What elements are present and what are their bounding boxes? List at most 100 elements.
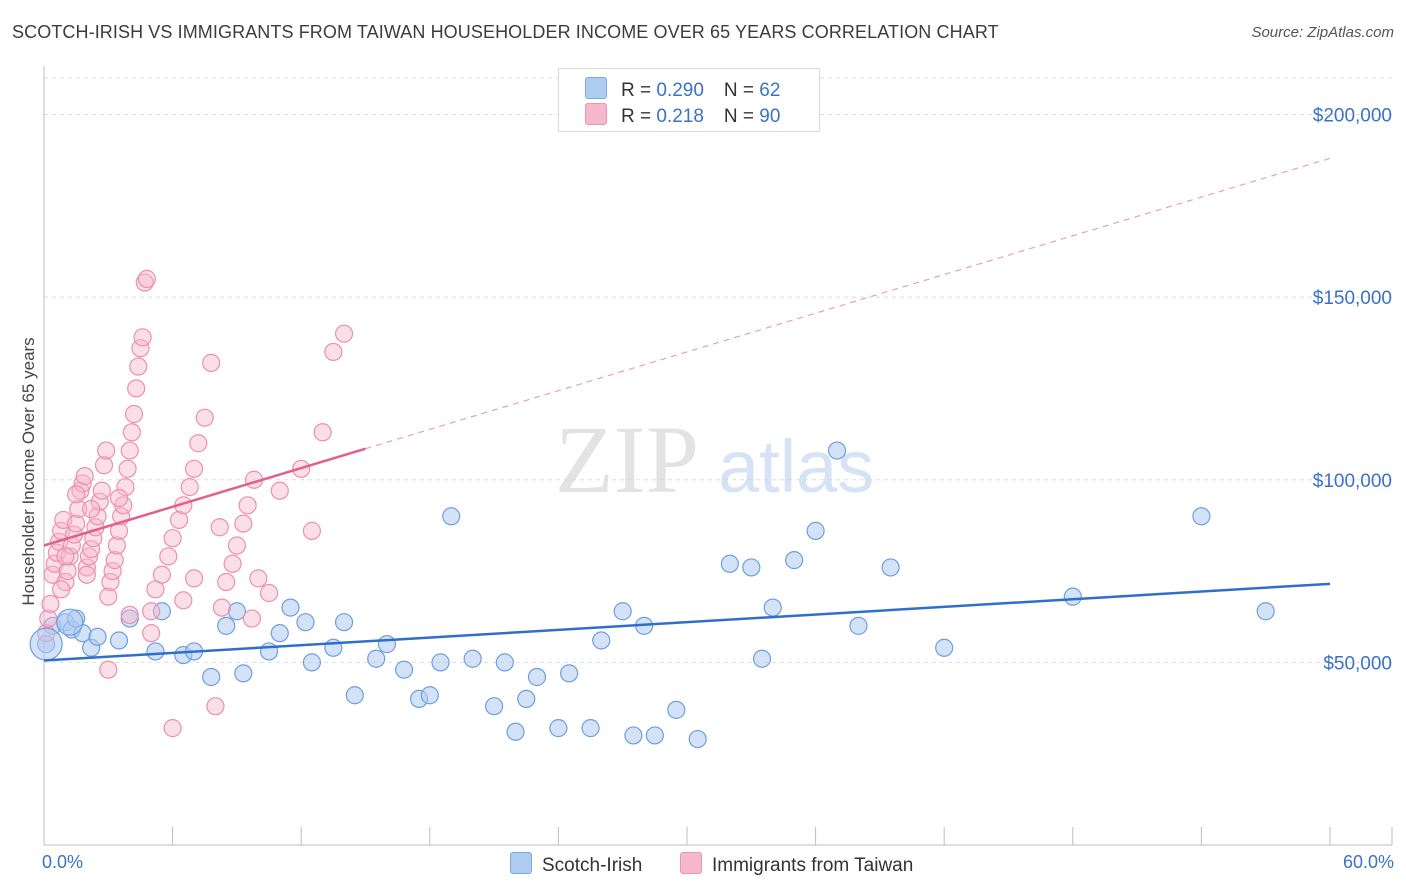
scotch-irish-point — [109, 631, 129, 650]
taiwan-point — [99, 660, 118, 679]
x-tick-label-left: 0.0% — [42, 852, 84, 872]
scotch-irish-point — [613, 602, 632, 621]
y-tick-label: $150,000 — [1313, 288, 1392, 309]
legend-n-label: N = — [723, 106, 760, 127]
legend-row-scotch-irish: R = 0.290 N = 62 — [585, 77, 780, 102]
scotch-irish-point — [227, 602, 246, 621]
scotch-irish-point — [463, 649, 482, 668]
legend-r-label: R = — [621, 106, 657, 127]
watermark-atlas: atlas — [718, 425, 874, 508]
scotch-irish-point — [495, 653, 514, 672]
scotch-irish-point — [202, 667, 221, 687]
taiwan-point — [184, 569, 204, 588]
taiwan-point — [238, 496, 257, 515]
source-label: Source: ZipAtlas.com — [1251, 24, 1394, 41]
legend-r-value: 0.218 — [656, 106, 704, 127]
taiwan-point — [313, 423, 332, 442]
scotch-irish-point — [394, 660, 414, 679]
taiwan-point — [234, 514, 253, 533]
legend-swatch-pink — [585, 103, 607, 125]
taiwan-point — [107, 536, 126, 555]
taiwan-point — [133, 328, 152, 347]
legend-row-taiwan: R = 0.218 N = 90 — [585, 103, 780, 128]
scotch-irish-point — [259, 642, 279, 661]
y-axis-title: Householder Income Over 65 years — [19, 337, 38, 605]
scotch-irish-point — [281, 598, 300, 617]
taiwan-point — [118, 459, 137, 478]
scotch-irish-point — [742, 558, 761, 577]
legend-item-taiwan[interactable]: Immigrants from Taiwan — [680, 852, 913, 877]
y-tick-label: $50,000 — [1323, 653, 1392, 674]
taiwan-point — [202, 353, 221, 372]
scotch-irish-point — [881, 558, 900, 577]
taiwan-point — [60, 547, 79, 566]
taiwan-point — [163, 529, 182, 548]
taiwan-point — [131, 339, 150, 358]
taiwan-point — [195, 408, 214, 427]
scotch-irish-point — [527, 667, 547, 687]
legend-r-value: 0.290 — [656, 80, 704, 101]
taiwan-point — [129, 357, 148, 376]
taiwan-point — [105, 551, 124, 570]
scotch-irish-trendline — [43, 582, 1331, 662]
taiwan-point — [334, 324, 354, 343]
taiwan-point — [94, 456, 114, 475]
chart-title: SCOTCH-IRISH VS IMMIGRANTS FROM TAIWAN H… — [12, 22, 999, 42]
scotch-irish-point — [1256, 602, 1275, 621]
scotch-irish-point — [234, 664, 253, 683]
legend-n-value: 62 — [759, 80, 781, 101]
taiwan-point — [120, 441, 139, 460]
taiwan-point — [67, 514, 86, 533]
scotch-irish-point — [146, 642, 165, 661]
watermark-zip: ZIP — [555, 406, 699, 513]
taiwan-point — [137, 269, 156, 288]
taiwan-point — [58, 561, 77, 581]
legend-n-label: N = — [723, 80, 760, 101]
taiwan-point — [180, 477, 199, 497]
taiwan-point — [124, 404, 144, 424]
scotch-irish-point — [442, 507, 461, 526]
taiwan-point — [174, 591, 193, 610]
taiwan-trendline — [43, 447, 366, 547]
taiwan-point — [242, 609, 262, 628]
scotch-irish-point — [1192, 507, 1211, 526]
taiwan-point — [88, 507, 107, 526]
scotch-irish-point — [560, 664, 579, 683]
legend-item-scotch-irish[interactable]: Scotch-Irish — [510, 852, 642, 877]
taiwan-point — [101, 572, 120, 592]
taiwan-trendline-extension — [365, 157, 1331, 450]
taiwan-point — [270, 481, 289, 500]
taiwan-point — [77, 565, 96, 584]
taiwan-point — [75, 467, 94, 486]
scotch-irish-point — [720, 554, 739, 573]
taiwan-point — [67, 485, 86, 504]
scotch-irish-point — [645, 726, 664, 745]
taiwan-point — [212, 598, 231, 617]
taiwan-point — [302, 521, 322, 540]
y-tick-label: $100,000 — [1313, 471, 1392, 492]
taiwan-point — [92, 481, 111, 500]
legend-label: Scotch-Irish — [542, 855, 643, 876]
scotch-irish-point — [624, 726, 643, 745]
scotch-irish-point — [296, 613, 315, 632]
legend-r-label: R = — [621, 80, 657, 101]
taiwan-point — [97, 441, 116, 460]
taiwan-point — [56, 547, 75, 566]
taiwan-point — [217, 572, 236, 592]
scotch-irish-point — [506, 722, 525, 741]
taiwan-point — [82, 499, 101, 519]
y-tick-label: $200,000 — [1313, 106, 1392, 127]
scotch-irish-point — [581, 719, 600, 738]
scotch-irish-point — [217, 616, 236, 635]
taiwan-point — [324, 342, 343, 362]
taiwan-point — [41, 594, 60, 614]
scotch-irish-point — [827, 441, 847, 460]
x-tick-label-right: 60.0% — [1342, 852, 1394, 872]
taiwan-point — [73, 474, 92, 493]
scotch-irish-point — [1063, 587, 1082, 606]
taiwan-point — [223, 554, 242, 573]
taiwan-point — [69, 499, 88, 519]
taiwan-point — [152, 565, 171, 584]
scotch-irish-point — [849, 616, 868, 635]
